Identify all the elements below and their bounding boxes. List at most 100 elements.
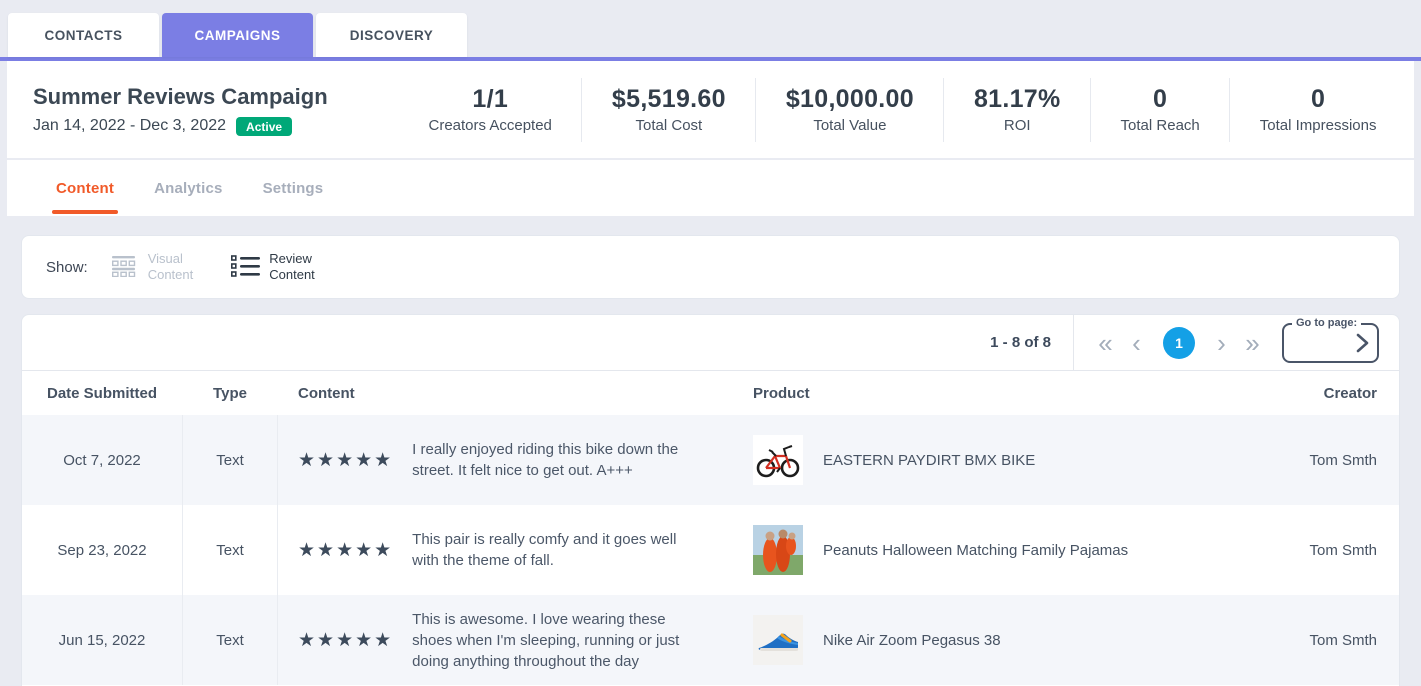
stat-value: $10,000.00: [785, 85, 914, 113]
product-name: Peanuts Halloween Matching Family Pajama…: [823, 541, 1129, 559]
stat-divider: [1229, 77, 1231, 142]
date-cell: Sep 23, 2022: [57, 541, 147, 559]
tab-contacts[interactable]: CONTACTS: [8, 13, 159, 57]
stat-label: Total Cost: [635, 117, 703, 134]
campaign-date-range: Jan 14, 2022 - Dec 3, 2022: [33, 117, 227, 134]
subtab-bar: Content Analytics Settings: [7, 160, 1414, 216]
star-rating: ★★★★★: [298, 539, 394, 561]
campaign-header: Summer Reviews Campaign Jan 14, 2022 - D…: [7, 61, 1414, 158]
table-header-row: Date Submitted Type Content Product Crea…: [22, 371, 1399, 415]
status-badge: Active: [236, 116, 293, 136]
subtab-analytics[interactable]: Analytics: [154, 160, 223, 216]
stat-total-reach: 0 Total Reach: [1111, 85, 1210, 134]
stat-roi: 81.17% ROI: [964, 85, 1071, 134]
creator-cell: Tom Smth: [1309, 631, 1377, 649]
goto-page-submit-button[interactable]: [1352, 332, 1372, 357]
show-filter-panel: Show: Visual Content: [21, 235, 1400, 299]
creator-cell: Tom Smth: [1309, 541, 1377, 559]
date-cell: Oct 7, 2022: [63, 451, 141, 469]
subtab-content[interactable]: Content: [51, 160, 119, 216]
content-cell: ★★★★★ This is awesome. I love wearing th…: [278, 595, 733, 685]
visual-content-grid-icon: [111, 255, 139, 280]
product-cell: Peanuts Halloween Matching Family Pajama…: [733, 505, 1199, 595]
type-cell: Text: [182, 505, 278, 595]
stat-label: Total Reach: [1120, 117, 1200, 134]
content-cell: ★★★★★ This pair is really comfy and it g…: [278, 505, 733, 595]
column-header-content: Content: [298, 384, 355, 402]
pagination-bar: 1 - 8 of 8 « ‹ 1 › » Go to page:: [22, 315, 1399, 371]
stat-value: $5,519.60: [611, 85, 726, 113]
content-cell: ★★★★★ I really enjoyed riding this bike …: [278, 415, 733, 505]
column-header-creator: Creator: [1323, 384, 1377, 402]
stat-label: Total Impressions: [1259, 117, 1377, 134]
stat-divider: [755, 77, 757, 142]
type-cell: Text: [182, 595, 278, 685]
stat-total-impressions: 0 Total Impressions: [1250, 85, 1387, 134]
show-option-review-content[interactable]: Review Content: [231, 251, 315, 282]
stat-value: 81.17%: [973, 85, 1061, 113]
pagination-arrows: « ‹ 1 › »: [1090, 325, 1268, 361]
star-rating: ★★★★★: [298, 449, 394, 471]
product-name: Nike Air Zoom Pegasus 38: [823, 631, 1001, 649]
review-text: I really enjoyed riding this bike down t…: [412, 441, 679, 479]
goto-page-box: Go to page:: [1282, 316, 1379, 363]
stat-total-value: $10,000.00 Total Value: [776, 85, 924, 134]
review-text: This pair is really comfy and it goes we…: [412, 531, 677, 569]
column-header-date: Date Submitted: [46, 384, 157, 402]
content-table-panel: 1 - 8 of 8 « ‹ 1 › » Go to page:: [21, 314, 1400, 686]
campaign-info: Summer Reviews Campaign Jan 14, 2022 - D…: [7, 84, 399, 136]
last-page-button[interactable]: »: [1237, 325, 1268, 361]
product-cell: Nike Air Zoom Pegasus 38: [733, 595, 1199, 685]
stat-divider: [581, 77, 583, 142]
top-tab-bar: CONTACTS CAMPAIGNS DISCOVERY: [8, 0, 1414, 57]
first-page-button[interactable]: «: [1090, 325, 1121, 361]
stat-label: Total Value: [813, 117, 887, 134]
product-image-family-pajamas: [753, 525, 803, 575]
campaign-stats: 1/1 Creators Accepted $5,519.60 Total Co…: [399, 77, 1414, 142]
table-row[interactable]: Sep 23, 2022 Text ★★★★★ This pair is rea…: [22, 505, 1399, 595]
next-page-button[interactable]: ›: [1206, 325, 1237, 361]
product-name: EASTERN PAYDIRT BMX BIKE: [823, 451, 1036, 469]
show-option-label: Review Content: [269, 251, 315, 282]
tab-campaigns[interactable]: CAMPAIGNS: [162, 13, 313, 57]
product-cell: EASTERN PAYDIRT BMX BIKE: [733, 415, 1199, 505]
product-image-bmx-bike: [753, 435, 803, 485]
date-cell: Jun 15, 2022: [58, 631, 146, 649]
subtab-settings[interactable]: Settings: [263, 160, 324, 216]
review-text: This is awesome. I love wearing these sh…: [412, 610, 680, 670]
pagination-range: 1 - 8 of 8: [990, 334, 1051, 351]
product-image-nike-shoe: [753, 615, 803, 665]
show-option-label: Visual Content: [147, 251, 194, 282]
stat-divider: [943, 77, 945, 142]
stat-label: ROI: [1003, 117, 1031, 134]
stat-label: Creators Accepted: [428, 117, 552, 134]
campaign-subline: Jan 14, 2022 - Dec 3, 2022 Active: [33, 116, 399, 136]
column-header-type: Type: [213, 384, 247, 402]
stat-value: 1/1: [472, 85, 509, 113]
stat-value: 0: [1153, 85, 1168, 113]
show-option-visual-content[interactable]: Visual Content: [111, 251, 194, 282]
goto-page-arrow-icon: [1352, 333, 1372, 357]
show-label: Show:: [46, 258, 88, 276]
type-cell: Text: [182, 415, 278, 505]
goto-page-input[interactable]: [1286, 326, 1348, 359]
pagination-divider: [1073, 315, 1074, 371]
table-row[interactable]: Jun 15, 2022 Text ★★★★★ This is awesome.…: [22, 595, 1399, 685]
stat-value: 0: [1311, 85, 1326, 113]
goto-page-label: Go to page:: [1292, 316, 1362, 329]
stat-creators-accepted: 1/1 Creators Accepted: [419, 85, 562, 134]
review-content-list-icon: [231, 254, 261, 280]
table-row[interactable]: Oct 7, 2022 Text ★★★★★ I really enjoyed …: [22, 415, 1399, 505]
column-header-product: Product: [753, 384, 810, 402]
tab-discovery[interactable]: DISCOVERY: [316, 13, 467, 57]
current-page-button[interactable]: 1: [1163, 326, 1195, 359]
stat-divider: [1090, 77, 1092, 142]
tab-accent-line: [0, 57, 1421, 61]
campaign-title: Summer Reviews Campaign: [33, 83, 328, 109]
creator-cell: Tom Smth: [1309, 451, 1377, 469]
star-rating: ★★★★★: [298, 629, 394, 651]
stat-total-cost: $5,519.60 Total Cost: [602, 85, 736, 134]
content-area: Show: Visual Content: [7, 216, 1414, 686]
prev-page-button[interactable]: ‹: [1121, 325, 1152, 361]
